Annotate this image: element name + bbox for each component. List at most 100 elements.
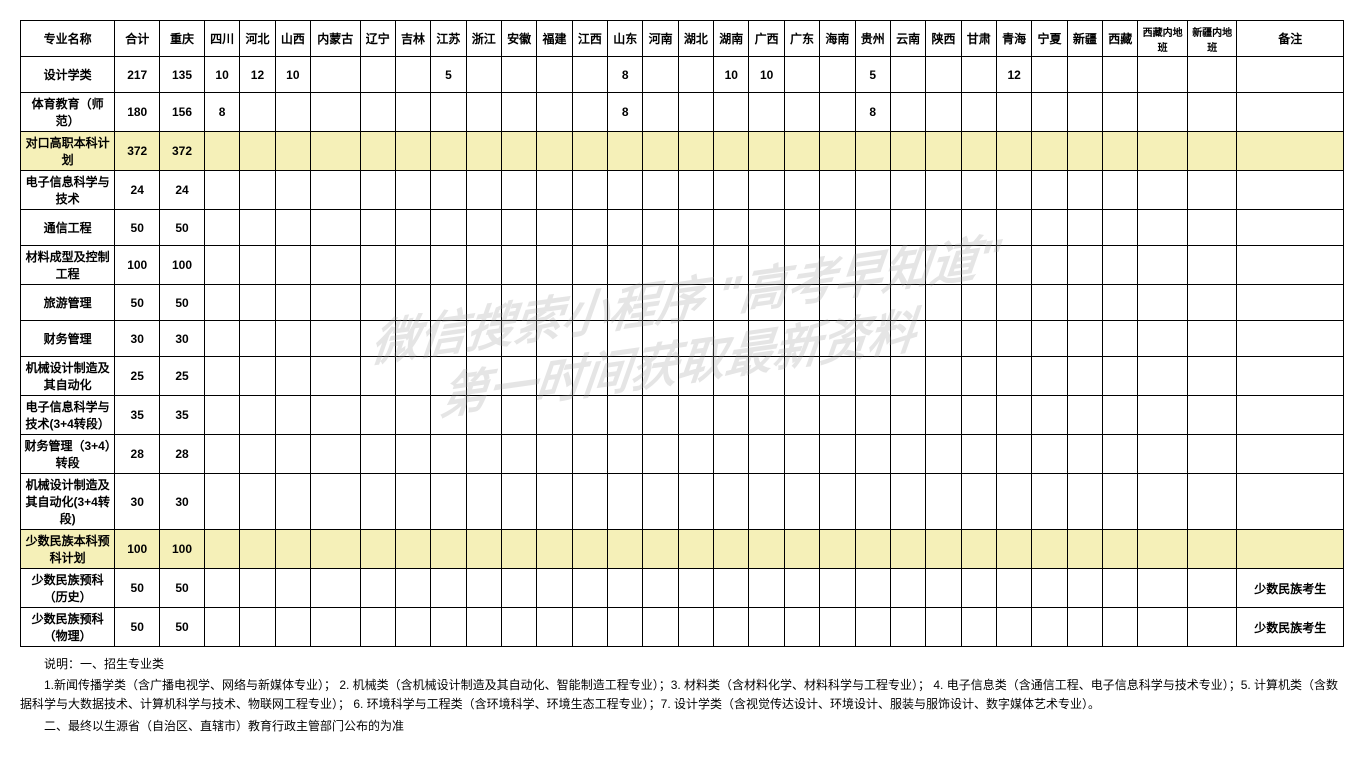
enrollment-table: 专业名称合计重庆四川河北山西内蒙古辽宁吉林江苏浙江安徽福建江西山东河南湖北湖南广… — [20, 20, 1344, 647]
table-cell — [572, 357, 607, 396]
table-cell: 24 — [115, 171, 160, 210]
table-row: 财务管理3030 — [21, 321, 1344, 357]
table-cell — [360, 530, 395, 569]
table-cell — [608, 474, 643, 530]
table-cell — [1237, 210, 1344, 246]
table-cell — [714, 608, 749, 647]
table-cell: 30 — [160, 321, 205, 357]
table-cell — [890, 285, 925, 321]
table-cell — [784, 569, 819, 608]
table-cell — [890, 357, 925, 396]
table-cell — [643, 57, 678, 93]
table-cell — [820, 569, 855, 608]
header-cell: 山西 — [275, 21, 310, 57]
table-cell — [537, 396, 572, 435]
table-cell — [311, 435, 361, 474]
table-cell: 50 — [160, 285, 205, 321]
table-cell — [275, 321, 310, 357]
table-cell — [714, 435, 749, 474]
table-cell — [275, 435, 310, 474]
table-cell: 机械设计制造及其自动化 — [21, 357, 115, 396]
table-cell — [240, 396, 275, 435]
table-cell: 10 — [275, 57, 310, 93]
table-cell — [820, 357, 855, 396]
table-cell — [1237, 93, 1344, 132]
header-cell: 河北 — [240, 21, 275, 57]
table-cell — [395, 132, 430, 171]
header-cell: 湖北 — [678, 21, 713, 57]
table-row: 少数民族预科（历史）5050少数民族考生 — [21, 569, 1344, 608]
table-cell — [784, 210, 819, 246]
header-cell: 新疆 — [1067, 21, 1102, 57]
table-cell — [678, 246, 713, 285]
table-row: 财务管理（3+4）转段2828 — [21, 435, 1344, 474]
table-row: 少数民族本科预科计划100100 — [21, 530, 1344, 569]
table-cell — [820, 530, 855, 569]
table-cell — [501, 435, 536, 474]
table-cell: 24 — [160, 171, 205, 210]
table-cell — [1032, 569, 1067, 608]
table-cell — [608, 569, 643, 608]
table-cell — [466, 357, 501, 396]
table-cell — [1103, 93, 1138, 132]
table-cell: 217 — [115, 57, 160, 93]
table-cell — [749, 569, 784, 608]
table-cell — [572, 132, 607, 171]
table-cell — [572, 321, 607, 357]
header-cell: 湖南 — [714, 21, 749, 57]
table-cell — [431, 357, 466, 396]
table-cell — [890, 57, 925, 93]
table-cell — [961, 93, 996, 132]
table-cell — [608, 435, 643, 474]
table-cell — [678, 396, 713, 435]
table-cell — [749, 530, 784, 569]
table-cell — [1187, 321, 1237, 357]
table-cell — [360, 474, 395, 530]
table-cell — [926, 530, 961, 569]
table-cell: 50 — [115, 210, 160, 246]
table-cell — [311, 132, 361, 171]
table-cell: 少数民族预科（物理） — [21, 608, 115, 647]
table-cell: 30 — [115, 474, 160, 530]
table-cell — [643, 396, 678, 435]
table-cell — [1103, 285, 1138, 321]
table-cell — [204, 435, 239, 474]
header-cell: 江西 — [572, 21, 607, 57]
table-cell: 372 — [160, 132, 205, 171]
table-cell — [1138, 357, 1188, 396]
table-cell: 少数民族预科（历史） — [21, 569, 115, 608]
table-cell — [996, 569, 1031, 608]
table-cell — [926, 435, 961, 474]
table-cell — [784, 357, 819, 396]
table-cell — [466, 608, 501, 647]
table-cell: 对口高职本科计划 — [21, 132, 115, 171]
table-cell: 体育教育（师范） — [21, 93, 115, 132]
table-cell — [537, 246, 572, 285]
table-cell — [1103, 569, 1138, 608]
table-cell — [572, 57, 607, 93]
table-cell — [1103, 171, 1138, 210]
table-cell — [466, 569, 501, 608]
table-cell: 28 — [160, 435, 205, 474]
table-cell — [1138, 210, 1188, 246]
header-cell: 内蒙古 — [311, 21, 361, 57]
table-cell — [275, 569, 310, 608]
table-row: 电子信息科学与技术(3+4转段）3535 — [21, 396, 1344, 435]
table-row: 对口高职本科计划372372 — [21, 132, 1344, 171]
header-cell: 广东 — [784, 21, 819, 57]
header-cell: 重庆 — [160, 21, 205, 57]
table-cell — [431, 210, 466, 246]
table-cell: 50 — [160, 569, 205, 608]
table-cell — [961, 569, 996, 608]
table-cell — [572, 210, 607, 246]
table-cell — [537, 321, 572, 357]
table-cell — [431, 569, 466, 608]
table-cell: 100 — [160, 530, 205, 569]
table-cell: 35 — [115, 396, 160, 435]
table-cell — [1138, 396, 1188, 435]
table-cell: 10 — [749, 57, 784, 93]
table-cell: 旅游管理 — [21, 285, 115, 321]
table-cell — [1187, 132, 1237, 171]
table-cell — [1032, 396, 1067, 435]
table-cell — [466, 396, 501, 435]
